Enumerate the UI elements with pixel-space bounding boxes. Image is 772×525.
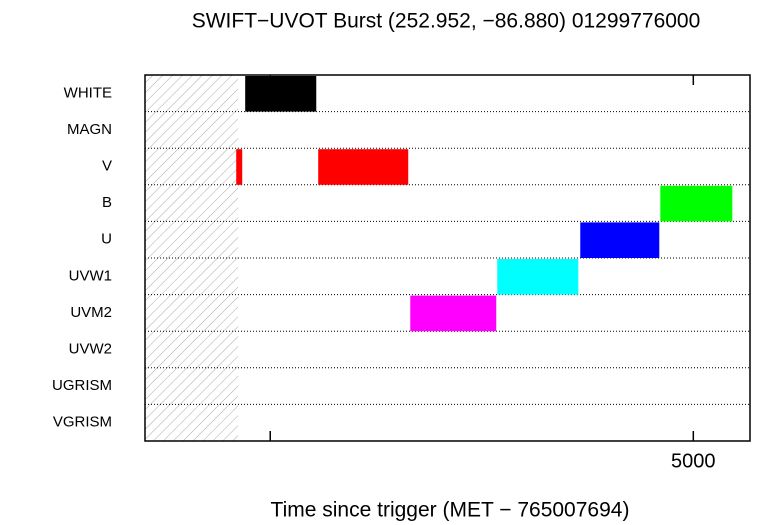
x-tick-label: 5000 <box>671 450 716 472</box>
bar <box>245 76 317 112</box>
bar <box>410 295 497 332</box>
row-label: UGRISM <box>52 377 112 394</box>
row-label: WHITE <box>64 84 112 101</box>
row-label: VGRISM <box>53 414 112 431</box>
chart-title: SWIFT−UVOT Burst (252.952, −86.880) 0129… <box>192 10 701 33</box>
row-label: UVW1 <box>69 267 112 284</box>
bar <box>660 185 733 222</box>
bar <box>580 222 660 258</box>
row-label: V <box>102 157 112 174</box>
bar <box>236 149 243 185</box>
bar <box>318 149 409 185</box>
x-axis-label: Time since trigger (MET − 765007694) <box>271 499 630 522</box>
row-label: B <box>102 194 112 211</box>
plot-frame <box>144 74 751 442</box>
row-label: UVW2 <box>69 340 112 357</box>
row-label: UVM2 <box>70 304 112 321</box>
row-label: MAGN <box>67 121 112 138</box>
bar <box>497 259 579 295</box>
shaded-region <box>145 75 239 441</box>
row-label: U <box>101 231 112 248</box>
